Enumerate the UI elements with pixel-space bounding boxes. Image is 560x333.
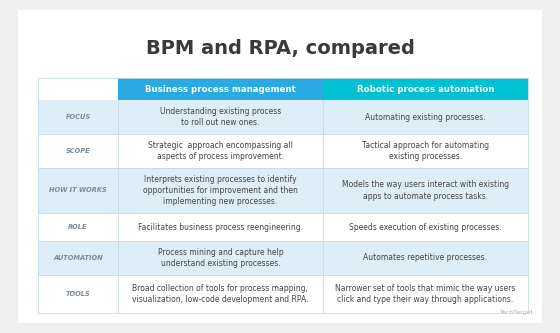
Text: HOW IT WORKS: HOW IT WORKS: [49, 187, 107, 193]
FancyBboxPatch shape: [118, 241, 323, 275]
Text: Understanding existing process
to roll out new ones.: Understanding existing process to roll o…: [160, 107, 281, 127]
Text: Business process management: Business process management: [145, 85, 296, 94]
FancyBboxPatch shape: [38, 168, 118, 213]
FancyBboxPatch shape: [38, 134, 118, 168]
Text: BPM and RPA, compared: BPM and RPA, compared: [146, 39, 414, 58]
Text: AUTOMATION: AUTOMATION: [53, 255, 102, 261]
Text: Facilitates business process reengineering.: Facilitates business process reengineeri…: [138, 222, 303, 231]
Text: Broad collection of tools for process mapping,
visualization, low-code developme: Broad collection of tools for process ma…: [132, 284, 309, 304]
FancyBboxPatch shape: [323, 100, 528, 134]
FancyBboxPatch shape: [323, 241, 528, 275]
Text: Interprets existing processes to identify
opportunities for improvement and then: Interprets existing processes to identif…: [143, 174, 298, 206]
FancyBboxPatch shape: [38, 100, 118, 134]
Text: Models the way users interact with existing
apps to automate process tasks.: Models the way users interact with exist…: [342, 180, 509, 201]
FancyBboxPatch shape: [118, 275, 323, 313]
Text: Tactical approach for automating
existing processes.: Tactical approach for automating existin…: [362, 141, 489, 161]
FancyBboxPatch shape: [118, 78, 323, 100]
FancyBboxPatch shape: [118, 134, 323, 168]
Text: Automates repetitive processes.: Automates repetitive processes.: [363, 253, 487, 262]
Text: Process mining and capture help
understand existing processes.: Process mining and capture help understa…: [157, 248, 283, 268]
Text: Automating existing processes.: Automating existing processes.: [365, 113, 486, 122]
FancyBboxPatch shape: [38, 275, 118, 313]
FancyBboxPatch shape: [38, 241, 118, 275]
FancyBboxPatch shape: [118, 168, 323, 213]
Text: Speeds execution of existing processes.: Speeds execution of existing processes.: [349, 222, 502, 231]
FancyBboxPatch shape: [18, 10, 542, 323]
FancyBboxPatch shape: [118, 213, 323, 241]
Text: Narrower set of tools that mimic the way users
click and type their way through : Narrower set of tools that mimic the way…: [335, 284, 516, 304]
FancyBboxPatch shape: [323, 168, 528, 213]
Text: SCOPE: SCOPE: [66, 148, 90, 154]
FancyBboxPatch shape: [323, 78, 528, 100]
Text: TOOLS: TOOLS: [66, 291, 90, 297]
FancyBboxPatch shape: [118, 100, 323, 134]
FancyBboxPatch shape: [38, 213, 118, 241]
Text: Robotic process automation: Robotic process automation: [357, 85, 494, 94]
Text: Strategic  approach encompassing all
aspects of process improvement.: Strategic approach encompassing all aspe…: [148, 141, 293, 161]
Text: TechTarget: TechTarget: [500, 310, 534, 315]
FancyBboxPatch shape: [323, 134, 528, 168]
FancyBboxPatch shape: [323, 213, 528, 241]
Text: FOCUS: FOCUS: [66, 114, 91, 120]
Text: ROLE: ROLE: [68, 224, 88, 230]
FancyBboxPatch shape: [323, 275, 528, 313]
